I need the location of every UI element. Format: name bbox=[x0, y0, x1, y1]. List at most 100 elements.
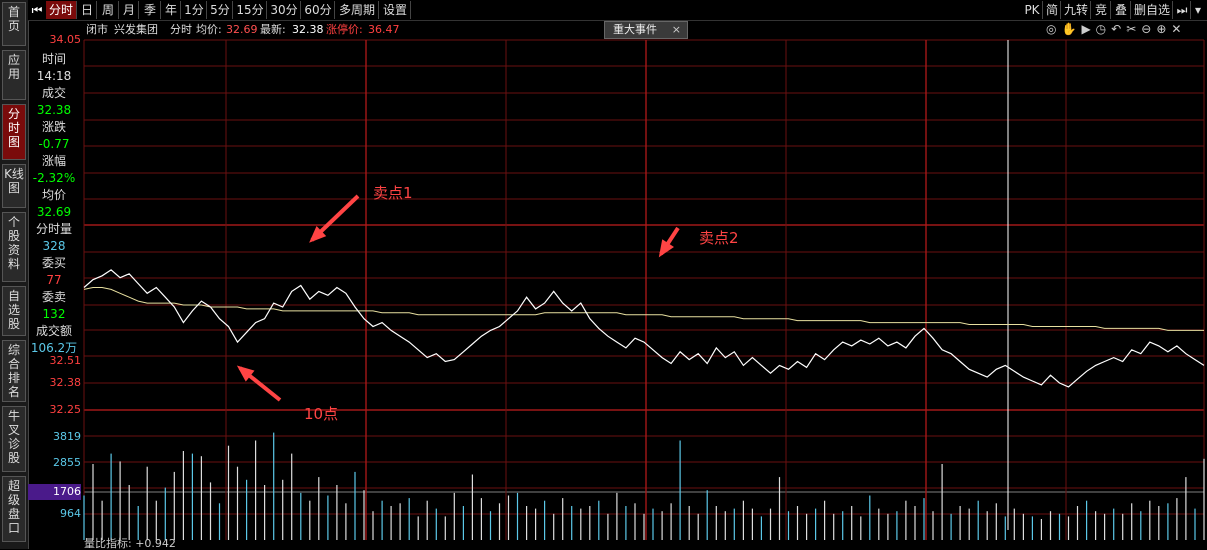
volume-bar bbox=[200, 456, 202, 540]
volume-bar bbox=[489, 511, 492, 540]
btn-bid[interactable]: 竞 bbox=[1092, 1, 1111, 19]
market-status: 闭市 bbox=[86, 23, 108, 36]
btn-overlay[interactable]: 叠 bbox=[1112, 1, 1131, 19]
volume-bar bbox=[932, 511, 934, 540]
tab-month[interactable]: 月 bbox=[120, 1, 139, 19]
play-icon[interactable]: ▶ bbox=[1081, 22, 1096, 36]
hand-icon[interactable]: ✋ bbox=[1061, 22, 1082, 36]
volume-bar bbox=[462, 506, 464, 540]
tab-day[interactable]: 日 bbox=[78, 1, 97, 19]
btn-nine-turn[interactable]: 九转 bbox=[1062, 1, 1091, 19]
avg-price-line bbox=[83, 287, 1204, 331]
volume-bar bbox=[354, 471, 356, 540]
eye-icon[interactable]: ◎ bbox=[1046, 22, 1062, 36]
tab-week[interactable]: 周 bbox=[98, 1, 119, 19]
nav-watchlist[interactable]: 自选股 bbox=[2, 286, 26, 336]
volume-bar bbox=[282, 479, 284, 540]
price-low-label: 32.25 bbox=[49, 403, 82, 416]
volume-bar bbox=[724, 511, 726, 540]
event-tab[interactable]: 重大事件 × bbox=[604, 21, 688, 39]
volume-bar bbox=[218, 503, 221, 540]
nav-timeshare[interactable]: 分时图 bbox=[2, 104, 26, 160]
volume-bar bbox=[941, 464, 943, 540]
annotation-buy: 10点 bbox=[304, 405, 339, 423]
tab-timeshare[interactable]: 分时 bbox=[46, 1, 77, 19]
tab-settings[interactable]: 设置 bbox=[380, 1, 411, 19]
volume-bar bbox=[806, 513, 808, 540]
avg-label: 均价: bbox=[196, 23, 222, 36]
volume-bar bbox=[661, 511, 663, 540]
btn-simple[interactable]: 简 bbox=[1044, 1, 1061, 19]
close-icon[interactable]: × bbox=[671, 23, 681, 36]
volume-bar bbox=[390, 506, 392, 540]
volume-bar bbox=[1122, 513, 1124, 540]
volume-bar bbox=[119, 461, 121, 540]
cut-icon[interactable]: ✂ bbox=[1126, 22, 1142, 36]
prev-icon[interactable]: ⏮ bbox=[28, 1, 47, 19]
nav-home[interactable]: 首页 bbox=[2, 2, 26, 46]
nav-apps[interactable]: 应用 bbox=[2, 50, 26, 100]
tab-quarter[interactable]: 季 bbox=[140, 1, 161, 19]
price-cut-label: 32.51 bbox=[49, 354, 82, 367]
tab-60min[interactable]: 60分 bbox=[302, 1, 335, 19]
tab-multi-period[interactable]: 多周期 bbox=[336, 1, 379, 19]
top-toolbar: ⏮ 分时 日 周 月 季 年 1分 5分 15分 30分 60分 多周期 设置 … bbox=[28, 0, 1207, 21]
tab-year[interactable]: 年 bbox=[162, 1, 181, 19]
tab-15min[interactable]: 15分 bbox=[234, 1, 267, 19]
volume-bar bbox=[535, 508, 537, 540]
nav-stock-info[interactable]: 个股资料 bbox=[2, 212, 26, 282]
volume-bar bbox=[905, 500, 907, 540]
volume-bar bbox=[83, 495, 85, 540]
chart-tools[interactable]: ◎✋▶◷↶✂⊖⊕✕ bbox=[1046, 20, 1186, 39]
volume-bar bbox=[309, 500, 311, 540]
tab-5min[interactable]: 5分 bbox=[208, 1, 233, 19]
nav-kline[interactable]: K线图 bbox=[2, 164, 26, 208]
volume-bar bbox=[589, 506, 591, 540]
nav-level2[interactable]: 超级盘口 bbox=[2, 476, 26, 542]
volume-bar bbox=[444, 516, 446, 540]
volume-bar bbox=[950, 513, 952, 540]
volume-bar bbox=[715, 506, 717, 540]
arrow-head bbox=[236, 365, 255, 382]
zoom-out-icon[interactable]: ⊖ bbox=[1141, 22, 1157, 36]
volume-bar bbox=[923, 498, 925, 540]
history-icon[interactable]: ◷ bbox=[1095, 22, 1112, 36]
volume-bar bbox=[1013, 508, 1015, 540]
pct-value: -2.32% bbox=[32, 171, 76, 185]
volume-bar bbox=[1158, 506, 1160, 540]
arrow-head bbox=[658, 239, 674, 258]
price-line bbox=[83, 269, 1205, 388]
nav-ranking[interactable]: 综合排名 bbox=[2, 340, 26, 402]
btn-remove-watch[interactable]: 删自选 bbox=[1132, 1, 1173, 19]
volume-bar bbox=[778, 477, 781, 540]
avg-value: 32.69 bbox=[226, 23, 258, 36]
volume-bar bbox=[480, 498, 482, 540]
volume-bar bbox=[498, 503, 501, 540]
deal-value: 32.38 bbox=[36, 103, 72, 117]
volume-bar bbox=[869, 495, 871, 540]
volume-bar bbox=[507, 495, 510, 540]
close-panel-icon[interactable]: ✕ bbox=[1171, 22, 1187, 36]
chg-value: -0.77 bbox=[38, 137, 70, 151]
dropdown-icon[interactable]: ▾ bbox=[1194, 3, 1202, 17]
volume-bar bbox=[544, 500, 546, 540]
zoom-in-icon[interactable]: ⊕ bbox=[1156, 22, 1172, 36]
limit-label: 涨停价: bbox=[326, 23, 363, 36]
tab-1min[interactable]: 1分 bbox=[182, 1, 207, 19]
volume-bar bbox=[815, 508, 817, 540]
chart-mode: 分时 bbox=[170, 23, 192, 36]
volume-bar bbox=[625, 506, 627, 540]
volume-bar bbox=[1095, 511, 1097, 540]
nav-diagnosis[interactable]: 牛叉诊股 bbox=[2, 406, 26, 472]
next-icon[interactable]: ⏭ bbox=[1174, 1, 1191, 19]
btn-pk[interactable]: PK bbox=[1022, 1, 1043, 19]
tab-30min[interactable]: 30分 bbox=[268, 1, 301, 19]
volume-bar bbox=[1113, 508, 1115, 540]
annotation-sell2: 卖点2 bbox=[699, 229, 739, 247]
info-bar: 闭市 兴发集团 分时 均价: 32.69 最新: 32.38 涨停价: 36.4… bbox=[82, 20, 1207, 39]
undo-icon[interactable]: ↶ bbox=[1111, 22, 1127, 36]
left-nav: 首页 应用 分时图 K线图 个股资料 自选股 综合排名 牛叉诊股 超级盘口 bbox=[0, 0, 29, 549]
avg-value-panel: 32.69 bbox=[36, 205, 72, 219]
bottom-indicator: 量比指标: +0.942 bbox=[84, 537, 176, 550]
